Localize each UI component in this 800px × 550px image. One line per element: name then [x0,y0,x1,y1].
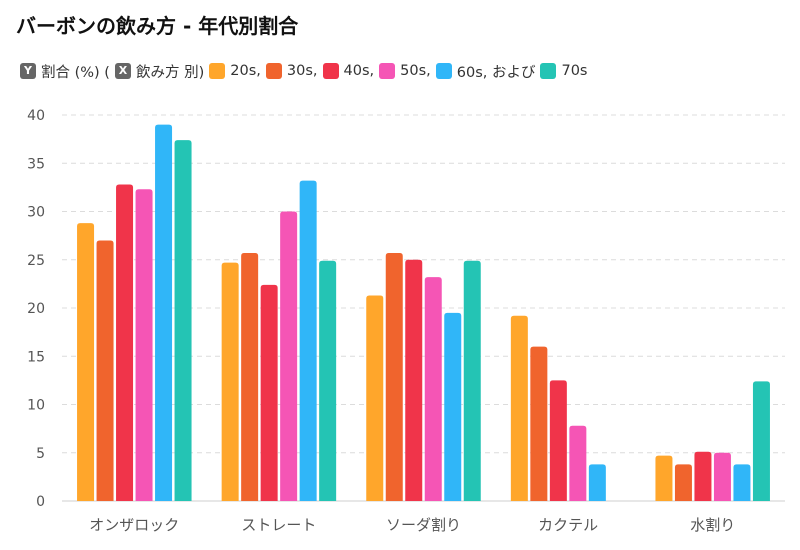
legend-swatch-60s [435,63,452,79]
x-tick-label: カクテル [538,516,598,534]
legend-item-30s[interactable]: 30s, [265,63,318,79]
legend-swatch-30s [265,63,282,79]
bar[interactable] [155,124,173,502]
bar[interactable] [674,464,692,501]
bar[interactable] [694,451,712,501]
legend-y-axis-note: Y 割合 (%) ( [20,61,110,82]
bar[interactable] [299,180,317,501]
bar[interactable] [241,252,259,501]
y-tick-label: 25 [27,253,45,269]
legend-y-text: 割合 (%) ( [41,64,110,81]
y-axis-ticks: 0 5 10 15 20 25 30 35 40 [27,108,45,510]
bar[interactable] [530,346,548,501]
y-tick-label: 0 [36,494,45,510]
bar[interactable] [319,260,337,501]
legend-item-60s[interactable]: 60s, および [435,61,536,82]
bar[interactable] [405,259,423,501]
legend-label-20s: 20s, [230,63,261,79]
x-tick-label: ストレート [241,516,316,534]
legend-swatch-20s [209,63,226,79]
bar[interactable] [549,380,567,501]
legend-swatch-70s [540,63,557,79]
bar[interactable] [713,452,731,501]
bar[interactable] [366,295,384,501]
legend-item-50s[interactable]: 50s, [379,63,431,79]
bar[interactable] [510,315,528,501]
bar[interactable] [655,455,673,501]
y-tick-label: 30 [27,205,45,221]
legend-label-60s: 60s, および [456,64,536,81]
x-axis-ticks: オンザロック ストレート ソーダ割り カクテル 水割り [89,516,735,534]
bar[interactable] [444,312,462,501]
y-tick-label: 15 [27,349,45,365]
bar[interactable] [260,284,278,501]
legend-item-70s[interactable]: 70s [540,63,588,79]
legend-swatch-40s [322,63,339,79]
legend-item-40s[interactable]: 40s, [322,63,375,79]
bar[interactable] [96,240,114,501]
legend-x-axis-note: X 飲み方 別) [114,61,205,82]
bar[interactable] [569,425,587,501]
bar[interactable] [733,464,751,501]
legend-label-50s: 50s, [400,63,431,79]
legend-label-40s: 40s, [343,63,375,79]
x-tick-label: オンザロック [89,516,179,534]
x-badge-icon: X [114,63,131,79]
legend-label-30s: 30s, [286,63,318,79]
legend-x-text: 飲み方 別) [135,64,205,81]
bar[interactable] [116,184,134,502]
y-tick-label: 35 [27,156,45,172]
bar[interactable] [280,211,298,502]
y-tick-label: 5 [36,446,45,462]
bar[interactable] [424,277,442,501]
bar[interactable] [135,189,153,501]
y-tick-label: 20 [27,301,45,317]
bar[interactable] [221,262,239,501]
legend: Y 割合 (%) ( X 飲み方 別) 20s, 30s, 40s, 50s, … [20,60,588,82]
y-tick-label: 10 [27,398,45,414]
chart-title: バーボンの飲み方 - 年代別割合 [16,14,299,38]
bars [77,124,770,502]
y-tick-label: 40 [27,108,45,124]
bar[interactable] [752,381,770,501]
bar[interactable] [77,223,95,501]
x-tick-label: ソーダ割り [386,516,461,534]
y-badge-icon: Y [20,63,36,79]
bar[interactable] [463,260,481,501]
x-tick-label: 水割り [690,516,735,534]
bar[interactable] [588,464,606,501]
legend-label-70s: 70s [561,63,588,79]
legend-swatch-50s [379,63,396,79]
bar[interactable] [174,140,192,501]
bar[interactable] [385,252,403,501]
legend-item-20s[interactable]: 20s, [209,63,261,79]
